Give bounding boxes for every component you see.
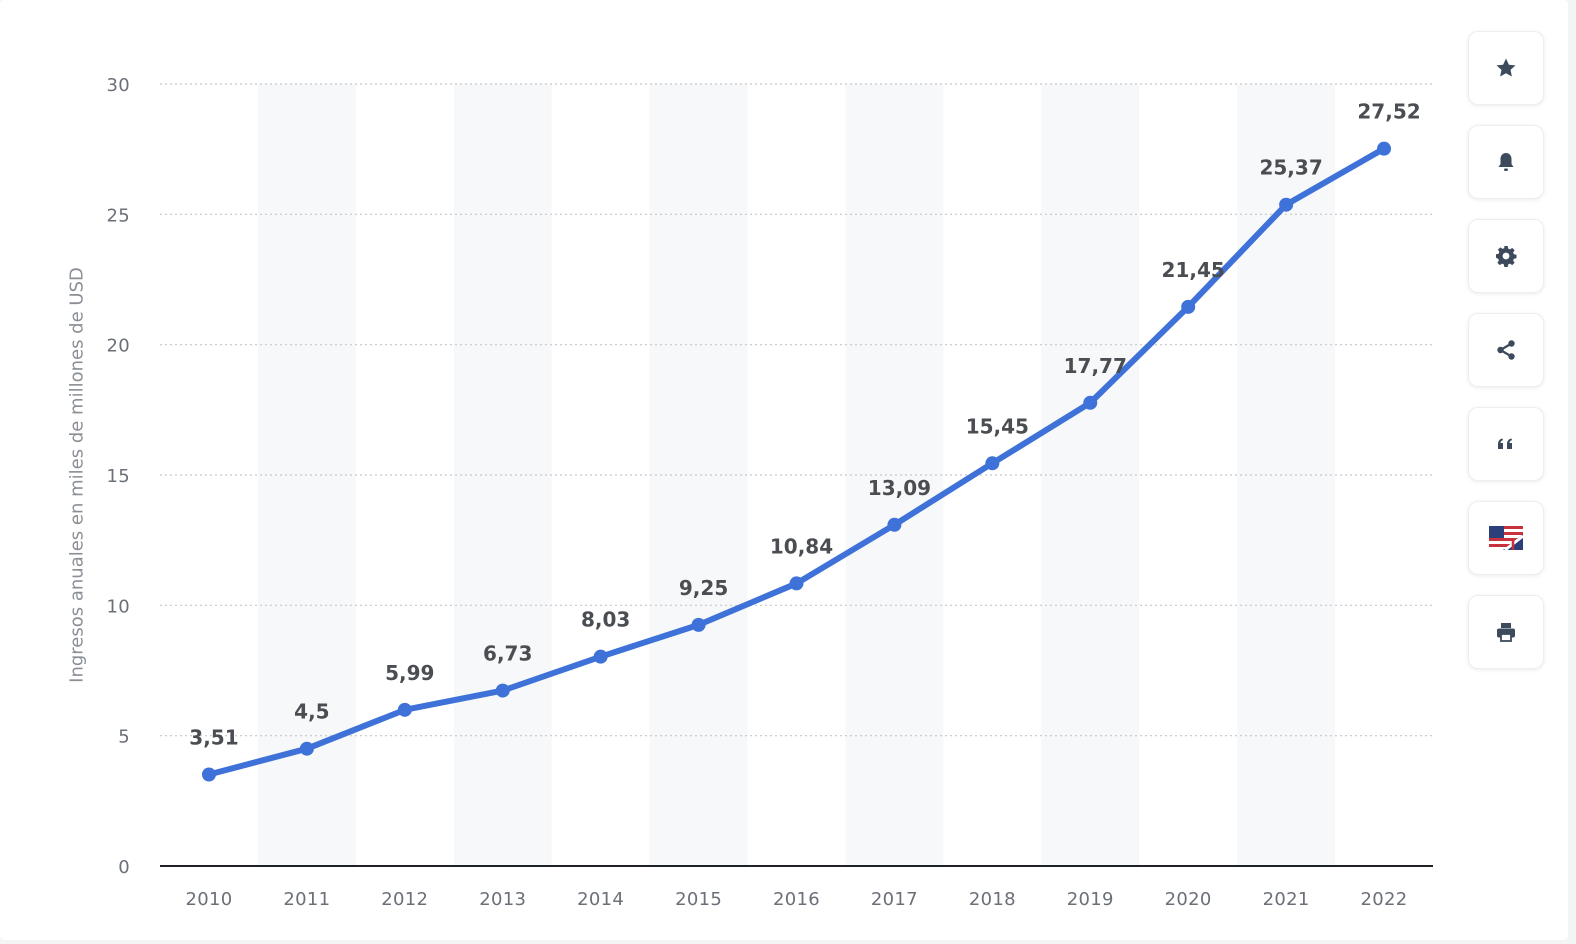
- data-point: [1279, 197, 1294, 212]
- data-label: 17,77: [1064, 354, 1127, 378]
- y-tick-label: 25: [106, 205, 130, 226]
- bell-icon: [1498, 153, 1514, 171]
- x-tick-label: 2022: [1361, 889, 1408, 910]
- language-button[interactable]: [1468, 501, 1544, 575]
- x-tick-label: 2019: [1067, 889, 1114, 910]
- data-label: 25,37: [1259, 156, 1322, 180]
- x-tick-label: 2010: [185, 889, 232, 910]
- notification-button[interactable]: [1468, 125, 1544, 199]
- print-icon: [1497, 623, 1515, 642]
- data-point: [985, 456, 1000, 471]
- data-label: 6,73: [483, 642, 532, 666]
- data-point: [299, 741, 314, 756]
- data-label: 4,5: [294, 700, 329, 724]
- data-point: [397, 702, 412, 717]
- y-tick-label: 15: [106, 466, 130, 487]
- data-label: 10,84: [770, 534, 833, 558]
- column-band: [649, 84, 748, 866]
- favorite-button[interactable]: [1468, 31, 1544, 105]
- data-point: [593, 649, 608, 664]
- gear-icon: [1496, 246, 1517, 267]
- data-label: 5,99: [385, 661, 434, 685]
- data-point: [495, 683, 510, 698]
- y-tick-label: 20: [106, 336, 130, 357]
- x-tick-label: 2014: [577, 889, 624, 910]
- data-label: 27,52: [1357, 100, 1420, 124]
- cite-button[interactable]: [1468, 407, 1544, 481]
- quote-icon: [1498, 438, 1512, 449]
- data-point: [789, 576, 804, 591]
- settings-button[interactable]: [1468, 219, 1544, 293]
- y-tick-label: 10: [106, 596, 130, 617]
- x-tick-label: 2017: [871, 889, 918, 910]
- data-label: 21,45: [1162, 258, 1225, 282]
- y-tick-label: 0: [118, 857, 130, 878]
- y-tick-label: 30: [106, 75, 130, 96]
- x-tick-label: 2012: [381, 889, 428, 910]
- data-point: [691, 617, 706, 632]
- x-tick-label: 2021: [1263, 889, 1310, 910]
- data-point: [887, 517, 902, 532]
- data-label: 13,09: [868, 476, 931, 500]
- print-button[interactable]: [1468, 595, 1544, 669]
- data-label: 3,51: [189, 726, 238, 750]
- share-icon: [1497, 340, 1515, 360]
- flag-icon: [1489, 526, 1523, 550]
- data-label: 8,03: [581, 608, 630, 632]
- y-tick-label: 5: [118, 727, 130, 748]
- data-label: 9,25: [679, 576, 728, 600]
- x-tick-label: 2013: [479, 889, 526, 910]
- data-point: [201, 767, 216, 782]
- star-icon: [1496, 58, 1516, 77]
- x-tick-label: 2018: [969, 889, 1016, 910]
- data-point: [1181, 299, 1196, 314]
- column-band: [453, 84, 552, 866]
- data-point: [1377, 141, 1392, 156]
- data-label: 15,45: [966, 414, 1029, 438]
- x-tick-label: 2016: [773, 889, 820, 910]
- x-tick-label: 2020: [1165, 889, 1212, 910]
- chart-toolbar: [1468, 31, 1544, 689]
- y-axis-label: Ingresos anuales en miles de millones de…: [66, 267, 88, 683]
- x-tick-label: 2015: [675, 889, 722, 910]
- x-tick-label: 2011: [283, 889, 330, 910]
- data-point: [1083, 395, 1098, 410]
- line-chart: 0 5 10 15 20 25 30 2010 2011 2012 2013 2014 2015 2016…: [106, 75, 1433, 910]
- share-button[interactable]: [1468, 313, 1544, 387]
